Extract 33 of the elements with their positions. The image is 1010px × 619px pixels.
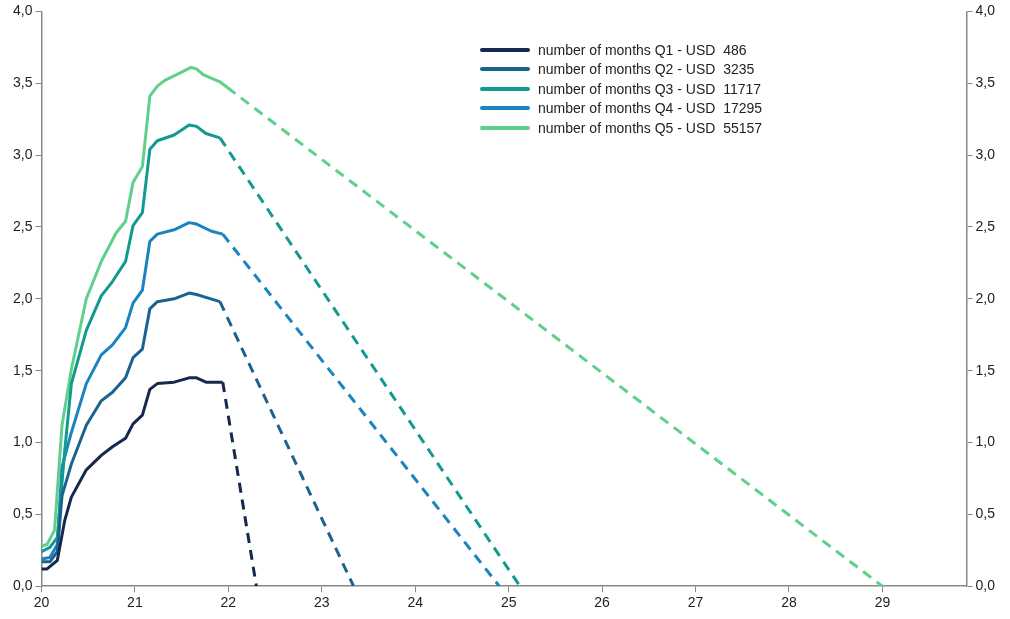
y2-tick-label: 1,0 [975,433,996,450]
y-tick-label: 0,0 [12,577,33,594]
y2-tick-label: 4,0 [975,2,996,19]
x-tick-label: 28 [781,594,797,611]
legend-label: number of months Q2 - USD 3235 [538,61,755,78]
y-tick-label: 2,0 [12,289,33,306]
x-tick-label: 29 [874,594,891,611]
y2-tick-label: 1,5 [975,361,996,378]
x-tick-label: 26 [594,594,611,611]
legend-label: number of months Q3 - USD 11717 [538,80,762,97]
y2-tick-label: 3,5 [975,74,996,91]
y-tick-label: 3,5 [12,74,33,91]
x-tick-label: 25 [500,594,517,611]
x-tick-label: 20 [33,594,50,611]
y-tick-label: 1,0 [12,433,33,450]
y2-tick-label: 2,0 [975,289,996,306]
y2-tick-label: 0,0 [975,577,996,594]
y2-tick-label: 0,5 [975,505,996,522]
x-tick-label: 27 [687,594,704,611]
y-tick-label: 4,0 [12,2,33,19]
y-tick-label: 1,5 [12,361,33,378]
legend-label: number of months Q5 - USD 55157 [538,119,763,136]
y-tick-label: 3,0 [12,145,33,162]
y-tick-label: 0,5 [12,505,33,522]
y2-tick-label: 2,5 [975,217,996,234]
x-tick-label: 22 [220,594,237,611]
x-tick-label: 23 [314,594,330,611]
x-tick-label: 24 [407,594,424,611]
legend-label: number of months Q1 - USD 486 [538,41,747,58]
legend-label: number of months Q4 - USD 17295 [538,100,763,117]
x-tick-label: 21 [127,594,143,611]
y2-tick-label: 3,0 [975,145,996,162]
y-tick-label: 2,5 [12,217,33,234]
